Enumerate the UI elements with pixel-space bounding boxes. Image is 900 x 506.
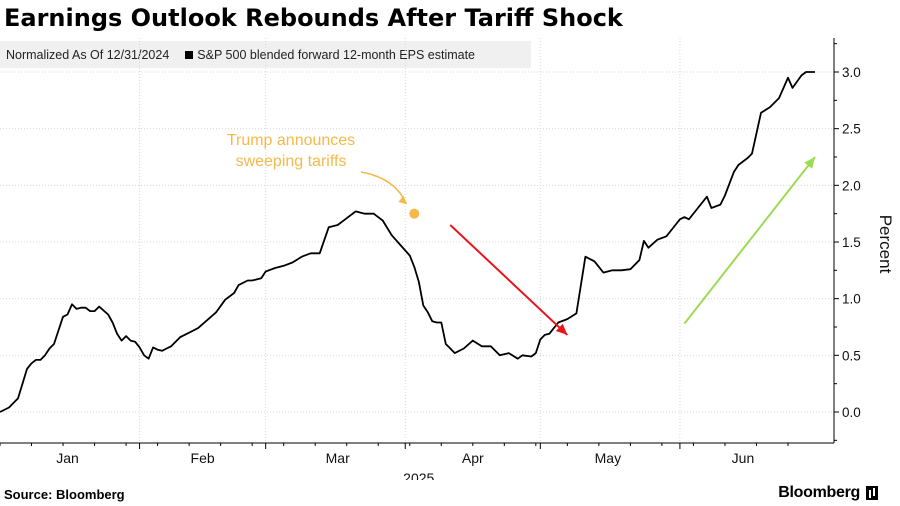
x-tick-label: Feb (191, 450, 215, 466)
y-tick-label: 2.5 (842, 122, 861, 137)
red-arrow-head (555, 323, 568, 335)
x-tick-label: Jan (56, 450, 79, 466)
y-axis-title: Percent (876, 215, 895, 274)
series-line (0, 71, 815, 413)
x-tick-label: Apr (462, 450, 484, 466)
annotation-point (409, 208, 420, 219)
annotation-arrow (360, 171, 407, 204)
green-arrow-head (804, 157, 815, 169)
y-tick-label: 3.0 (842, 65, 861, 80)
x-tick-label: Mar (326, 450, 350, 466)
y-tick-label: 1.0 (842, 292, 861, 307)
chart-title: Earnings Outlook Rebounds After Tariff S… (4, 4, 623, 32)
x-tick-label: Jun (732, 450, 755, 466)
green-arrow (683, 156, 816, 325)
normalization-note: Normalized As Of 12/31/2024 (6, 47, 170, 62)
x-axis-year-label: 2025 (403, 470, 434, 480)
line-chart: 3.0 2.5 2.0 1.5 1.0 0.5 0.0 Percent Jan Feb Mar Apr… (0, 38, 895, 480)
annotation-arrowhead (398, 195, 408, 205)
bloomberg-terminal-icon (866, 486, 878, 500)
source-note: Source: Bloomberg (4, 487, 125, 502)
y-tick-label: 2.0 (842, 178, 861, 193)
annotation-label: sweeping tariffs (236, 153, 347, 170)
bloomberg-logo: Bloomberg (778, 484, 878, 502)
x-tick-label: May (595, 450, 621, 466)
annotation-label: Trump announces (227, 132, 355, 149)
red-arrow (449, 224, 569, 336)
brand-text: Bloomberg (778, 484, 860, 501)
y-tick-label: 1.5 (842, 235, 861, 250)
y-tick-label: 0.5 (842, 348, 861, 363)
y-tick-label: 0.0 (842, 405, 861, 420)
legend-swatch-icon (185, 50, 194, 59)
